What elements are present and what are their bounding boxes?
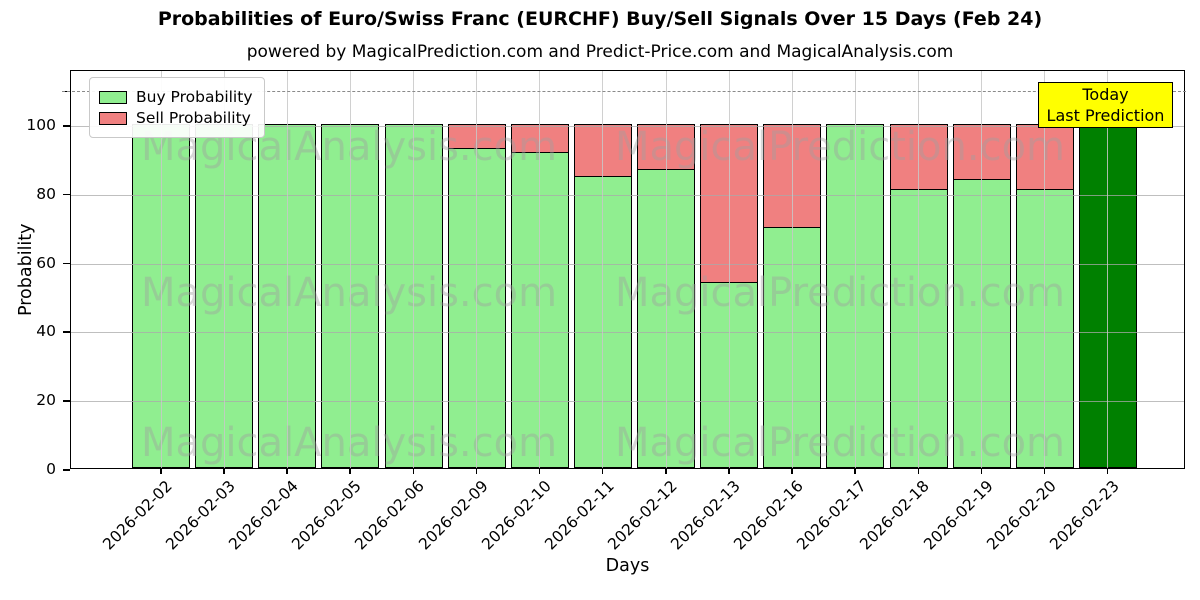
x-tick-mark	[412, 469, 415, 474]
y-tick-mark	[63, 193, 70, 196]
today-annotation-line2: Last Prediction	[1046, 106, 1165, 125]
x-tick-mark	[286, 469, 288, 474]
x-tick-mark	[349, 469, 351, 474]
y-tick-label: 40	[36, 322, 56, 341]
y-tick-label: 100	[26, 116, 56, 135]
chart-subtitle: powered by MagicalPrediction.com and Pre…	[246, 42, 954, 62]
y-tick-label: 60	[36, 253, 56, 272]
legend-item-sell: Sell Probability	[99, 109, 253, 127]
legend-item-buy: Buy Probability	[99, 88, 253, 106]
watermark-text: MagicalPrediction.com	[615, 270, 1065, 316]
legend-label-buy: Buy Probability	[136, 88, 253, 106]
x-tick-mark	[980, 469, 983, 474]
y-tick-mark-110	[63, 90, 70, 93]
x-tick-mark	[917, 469, 920, 474]
today-annotation-line1: Today	[1082, 85, 1129, 104]
watermark-text: MagicalAnalysis.com	[140, 420, 558, 466]
y-tick-mark	[63, 262, 70, 265]
x-axis-label: Days	[605, 556, 650, 576]
x-tick-mark	[601, 469, 604, 474]
x-tick-mark	[791, 469, 793, 474]
y-tick-label: 80	[36, 184, 56, 203]
y-tick-mark	[63, 125, 70, 127]
x-tick-mark	[1043, 469, 1046, 474]
x-tick-mark	[223, 469, 225, 474]
buy-swatch-icon	[99, 90, 127, 104]
today-annotation-box: Today Last Prediction	[1038, 82, 1173, 128]
x-tick-mark	[538, 469, 541, 474]
y-tick-label: 0	[46, 460, 56, 478]
x-tick-mark	[160, 469, 162, 474]
x-tick-mark	[1106, 469, 1109, 474]
watermark-text: MagicalAnalysis.com	[140, 270, 558, 316]
watermark-text: MagicalPrediction.com	[615, 124, 1065, 170]
x-tick-mark	[475, 469, 478, 474]
watermark-text: MagicalPrediction.com	[615, 420, 1065, 466]
x-tick-mark	[665, 469, 667, 474]
y-tick-mark	[63, 469, 70, 471]
sell-swatch-icon	[99, 111, 127, 125]
x-tick-mark	[854, 469, 856, 474]
legend-label-sell: Sell Probability	[136, 109, 251, 127]
y-tick-label: 20	[36, 391, 56, 410]
plot-area: MagicalAnalysis.com MagicalPrediction.com…	[62, 70, 1186, 469]
legend: Buy Probability Sell Probability	[89, 77, 265, 138]
chart-title: Probabilities of Euro/Swiss Franc (EURCH…	[157, 8, 1043, 30]
x-tick-mark	[728, 469, 730, 474]
y-tick-mark	[63, 400, 70, 402]
y-tick-mark	[63, 331, 70, 333]
